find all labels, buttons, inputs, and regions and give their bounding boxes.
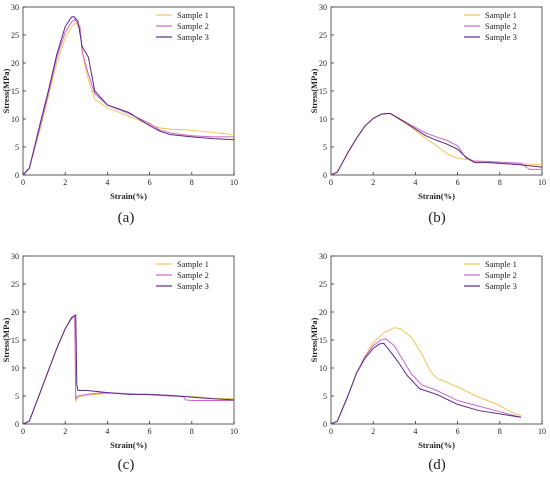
x-tick-label: 0 — [21, 427, 25, 436]
y-axis-title: Stress(MPa) — [309, 68, 319, 113]
x-tick-label: 8 — [190, 427, 194, 436]
y-tick-label: 0 — [15, 171, 19, 180]
y-tick-label: 15 — [319, 87, 327, 96]
x-tick-label: 2 — [371, 427, 375, 436]
x-tick-label: 6 — [456, 427, 460, 436]
chart-panel-2: 0 2 4 6 8 10 0 5 10 15 20 25 30 Strain(%) Stress(MPa) S… — [309, 3, 546, 226]
y-tick-label: 0 — [323, 171, 327, 180]
x-axis-title: Strain(%) — [418, 440, 455, 450]
legend-label-sample-1: Sample 1 — [485, 10, 517, 20]
series-line-sample-3 — [22, 314, 235, 425]
series-line-sample-1 — [22, 315, 235, 425]
legend-label-sample-2: Sample 2 — [177, 270, 209, 280]
x-tick-label: 0 — [329, 427, 333, 436]
x-tick-label: 10 — [230, 427, 238, 436]
x-tick-label: 6 — [148, 427, 152, 436]
panel-label: (d) — [428, 457, 446, 473]
legend-label-sample-1: Sample 1 — [485, 259, 517, 269]
chart-panel-1: 0 2 4 6 8 10 0 5 10 15 20 25 30 Strain(%) Stress(MPa) S… — [1, 3, 238, 226]
y-tick-label: 10 — [319, 364, 327, 373]
legend-label-sample-2: Sample 2 — [177, 21, 209, 31]
chart-panel-3: 0 2 4 6 8 10 0 5 10 15 20 25 30 Strain(%) Stress(MPa) S… — [1, 252, 238, 473]
y-axis-title: Stress(MPa) — [309, 317, 319, 362]
y-tick-label: 25 — [11, 280, 19, 289]
x-tick-label: 4 — [413, 178, 417, 187]
x-axis-title: Strain(%) — [110, 440, 147, 450]
x-tick-label: 0 — [329, 178, 333, 187]
legend-label-sample-3: Sample 3 — [485, 281, 517, 291]
y-axis-title: Stress(MPa) — [1, 68, 11, 113]
x-tick-label: 2 — [63, 178, 67, 187]
series-line-sample-2 — [330, 338, 522, 425]
y-tick-label: 25 — [319, 280, 327, 289]
x-tick-label: 10 — [538, 427, 546, 436]
legend-label-sample-2: Sample 2 — [485, 270, 517, 280]
y-tick-label: 20 — [319, 59, 327, 68]
x-tick-label: 6 — [456, 178, 460, 187]
x-tick-label: 4 — [105, 427, 109, 436]
x-tick-label: 10 — [230, 178, 238, 187]
y-tick-label: 30 — [11, 3, 19, 12]
series-line-sample-1 — [22, 22, 235, 176]
y-tick-label: 15 — [11, 87, 19, 96]
y-tick-label: 5 — [15, 392, 19, 401]
y-tick-label: 20 — [319, 308, 327, 317]
y-tick-label: 25 — [11, 31, 19, 40]
series-line-sample-3 — [22, 16, 235, 176]
legend-label-sample-3: Sample 3 — [177, 281, 209, 291]
x-tick-label: 8 — [498, 178, 502, 187]
series-line-sample-2 — [22, 315, 234, 425]
legend-label-sample-1: Sample 1 — [177, 259, 209, 269]
legend-label-sample-2: Sample 2 — [485, 21, 517, 31]
x-axis-title: Strain(%) — [110, 191, 147, 201]
y-tick-label: 10 — [11, 364, 19, 373]
legend-label-sample-3: Sample 3 — [177, 32, 209, 42]
y-tick-label: 15 — [11, 336, 19, 345]
legend-label-sample-3: Sample 3 — [485, 32, 517, 42]
panel-label: (c) — [118, 457, 135, 473]
series-line-sample-3 — [330, 112, 543, 176]
y-tick-label: 10 — [319, 115, 327, 124]
y-tick-label: 10 — [11, 115, 19, 124]
y-tick-label: 30 — [319, 3, 327, 12]
x-tick-label: 4 — [105, 178, 109, 187]
y-tick-label: 5 — [15, 143, 19, 152]
chart-panel-4: 0 2 4 6 8 10 0 5 10 15 20 25 30 Strain(%) Stress(MPa) S… — [309, 252, 546, 473]
series-line-sample-3 — [330, 342, 521, 425]
y-tick-label: 0 — [15, 420, 19, 429]
y-tick-label: 0 — [323, 420, 327, 429]
x-tick-label: 0 — [21, 178, 25, 187]
y-tick-label: 5 — [323, 392, 327, 401]
x-tick-label: 8 — [498, 427, 502, 436]
x-axis-title: Strain(%) — [418, 191, 455, 201]
y-tick-label: 15 — [319, 336, 327, 345]
series-line-sample-2 — [22, 18, 234, 176]
y-tick-label: 30 — [319, 252, 327, 261]
x-tick-label: 6 — [148, 178, 152, 187]
panel-label: (b) — [428, 210, 446, 226]
x-tick-label: 8 — [190, 178, 194, 187]
y-tick-label: 5 — [323, 143, 327, 152]
y-tick-label: 20 — [11, 308, 19, 317]
x-tick-label: 4 — [413, 427, 417, 436]
legend-label-sample-1: Sample 1 — [177, 10, 209, 20]
x-tick-label: 2 — [63, 427, 67, 436]
y-tick-label: 30 — [11, 252, 19, 261]
x-tick-label: 2 — [371, 178, 375, 187]
series-line-sample-1 — [330, 112, 543, 176]
y-tick-label: 25 — [319, 31, 327, 40]
x-tick-label: 10 — [538, 178, 546, 187]
series-line-sample-2 — [330, 112, 542, 176]
y-tick-label: 20 — [11, 59, 19, 68]
y-axis-title: Stress(MPa) — [1, 317, 11, 362]
panel-label: (a) — [118, 210, 135, 226]
